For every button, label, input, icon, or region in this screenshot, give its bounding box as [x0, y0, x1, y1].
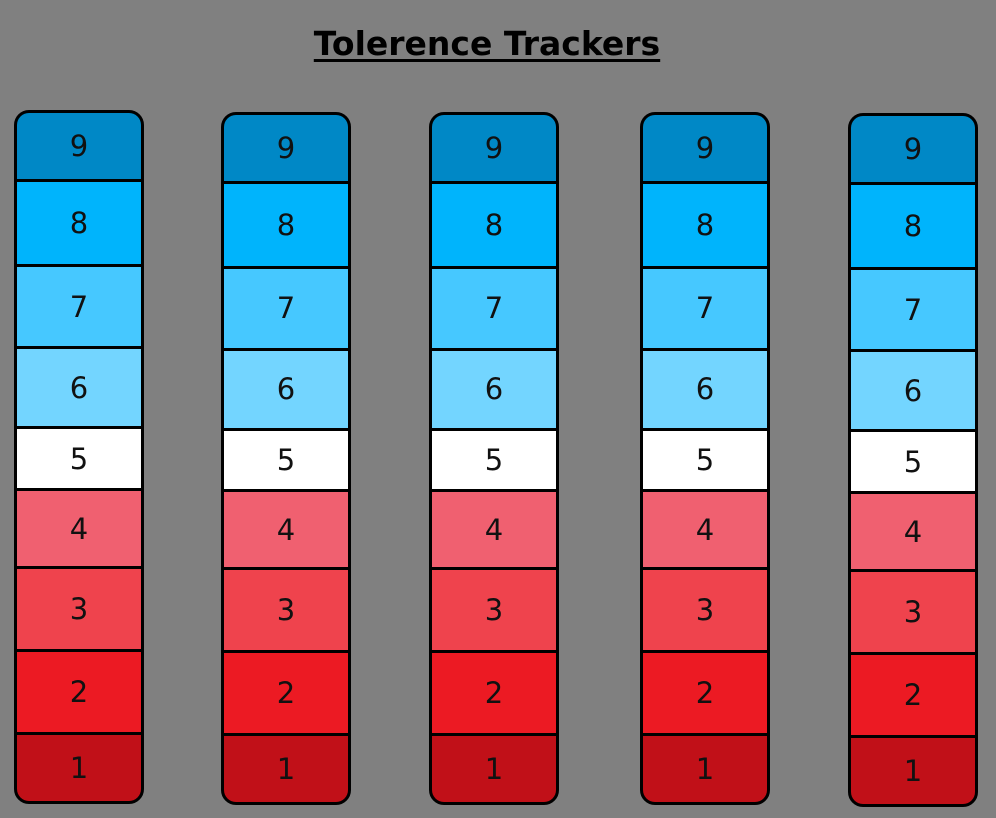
tracker-1-level-7[interactable]: 7 — [17, 267, 141, 349]
tracker-5-level-4[interactable]: 4 — [851, 494, 975, 572]
tracker-2-level-5[interactable]: 5 — [224, 430, 348, 493]
tracker-3-level-2[interactable]: 2 — [432, 653, 556, 737]
tracker-3-level-7[interactable]: 7 — [432, 268, 556, 351]
tracker-5-level-9[interactable]: 9 — [851, 116, 975, 185]
tracker-2-level-8[interactable]: 8 — [224, 183, 348, 269]
tracker-5-level-5[interactable]: 5 — [851, 432, 975, 494]
tracker-5-level-8[interactable]: 8 — [851, 185, 975, 270]
tracker-4-level-5[interactable]: 5 — [643, 430, 767, 493]
tracker-1-level-3[interactable]: 3 — [17, 569, 141, 652]
tracker-2-level-7[interactable]: 7 — [224, 268, 348, 351]
tracker-5-level-1[interactable]: 1 — [851, 738, 975, 804]
tracker-1-level-8[interactable]: 8 — [17, 182, 141, 267]
tracker-3-level-1[interactable]: 1 — [432, 736, 556, 802]
tracker-5-level-2[interactable]: 2 — [851, 655, 975, 738]
tracker-1-level-9[interactable]: 9 — [17, 113, 141, 182]
tracker-2-level-4[interactable]: 4 — [224, 492, 348, 571]
tracker-5-level-3[interactable]: 3 — [851, 572, 975, 655]
tracker-2-level-2[interactable]: 2 — [224, 653, 348, 737]
tracker-4-level-7[interactable]: 7 — [643, 268, 767, 351]
tracker-1-level-1[interactable]: 1 — [17, 735, 141, 801]
tracker-3-level-3[interactable]: 3 — [432, 570, 556, 654]
tracker-4-level-3[interactable]: 3 — [643, 570, 767, 654]
tracker-4-level-6[interactable]: 6 — [643, 350, 767, 431]
tracker-4-level-9[interactable]: 9 — [643, 115, 767, 184]
tracker-2-level-1[interactable]: 1 — [224, 736, 348, 802]
tracker-2-level-9[interactable]: 9 — [224, 115, 348, 184]
tracker-1-level-6[interactable]: 6 — [17, 349, 141, 429]
tracker-1-level-2[interactable]: 2 — [17, 652, 141, 735]
tracker-4-level-2[interactable]: 2 — [643, 653, 767, 737]
tracker-1-level-4[interactable]: 4 — [17, 491, 141, 569]
tracker-3-level-4[interactable]: 4 — [432, 492, 556, 571]
tracker-1-level-5[interactable]: 5 — [17, 429, 141, 491]
tracker-3-level-5[interactable]: 5 — [432, 430, 556, 493]
tracker-5-level-7[interactable]: 7 — [851, 270, 975, 352]
tracker-4-level-4[interactable]: 4 — [643, 492, 767, 571]
tracker-5-level-6[interactable]: 6 — [851, 352, 975, 432]
page-title: Tolerence Trackers — [313, 24, 661, 63]
tracker-3-level-9[interactable]: 9 — [432, 115, 556, 184]
tracker-3-level-8[interactable]: 8 — [432, 183, 556, 269]
tracker-3-level-6[interactable]: 6 — [432, 350, 556, 431]
tracker-2-level-3[interactable]: 3 — [224, 570, 348, 654]
tracker-2-level-6[interactable]: 6 — [224, 350, 348, 431]
tracker-4-level-1[interactable]: 1 — [643, 736, 767, 802]
tracker-4-level-8[interactable]: 8 — [643, 183, 767, 269]
